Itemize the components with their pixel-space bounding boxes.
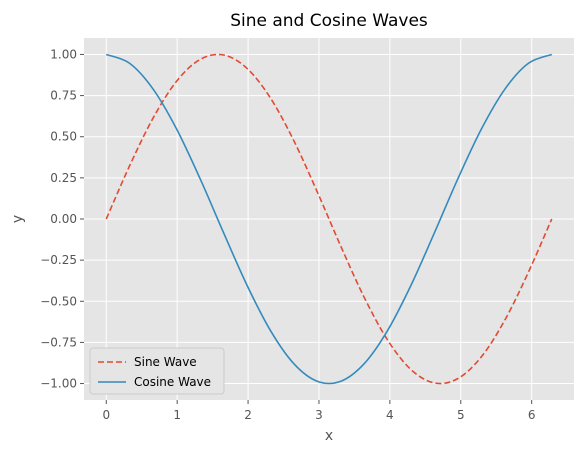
x-tick-label: 5 (457, 408, 465, 422)
x-axis-label: x (325, 428, 333, 444)
x-tick-label: 4 (386, 408, 394, 422)
y-tick-label: −1.00 (40, 377, 77, 391)
y-tick-label: −0.25 (40, 253, 77, 267)
grid-lines (84, 38, 574, 400)
legend: Sine Wave Cosine Wave (89, 347, 225, 395)
y-tick-label: 0.25 (50, 171, 77, 185)
y-tick-label: 0.75 (50, 89, 77, 103)
y-axis-ticks: 1.00 0.75 0.50 0.25 0.00 −0.25 −0.50 −0.75 −1.00 (40, 47, 84, 391)
x-tick-label: 0 (102, 408, 110, 422)
y-tick-label: 1.00 (50, 47, 77, 61)
x-tick-label: 1 (173, 408, 181, 422)
series-layer (105, 53, 553, 385)
legend-label-cosine-wave: Cosine Wave (134, 375, 211, 389)
x-tick-label: 6 (528, 408, 536, 422)
y-tick-label: 0.50 (50, 130, 77, 144)
x-tick-label: 2 (244, 408, 252, 422)
series-line-cosine-wave (105, 53, 553, 385)
y-axis-label: y (10, 215, 26, 223)
series-line-sine-wave (105, 53, 553, 385)
x-axis-ticks: 0 1 2 3 4 5 6 (102, 400, 535, 422)
legend-label-sine-wave: Sine Wave (134, 355, 197, 369)
y-tick-label: −0.50 (40, 294, 77, 308)
y-tick-label: 0.00 (50, 212, 77, 226)
chart-title: Sine and Cosine Waves (230, 11, 428, 31)
x-tick-label: 3 (315, 408, 323, 422)
y-tick-label: −0.75 (40, 335, 77, 349)
